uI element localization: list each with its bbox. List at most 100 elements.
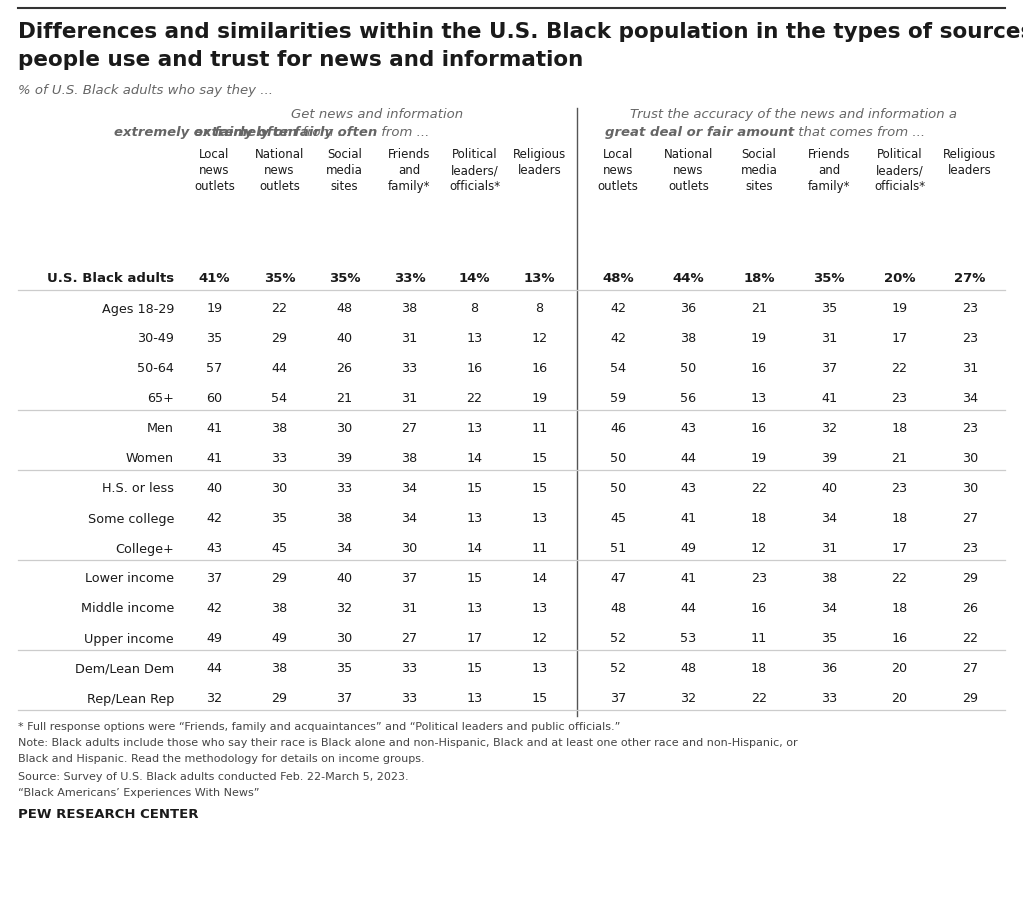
Text: 51: 51 (610, 542, 626, 556)
Text: 37: 37 (610, 693, 626, 706)
Text: 27: 27 (401, 422, 417, 436)
Text: 23: 23 (891, 392, 907, 406)
Text: 19: 19 (531, 392, 547, 406)
Text: 14: 14 (531, 573, 547, 586)
Text: 29: 29 (271, 332, 287, 346)
Text: 42: 42 (207, 603, 222, 616)
Text: 36: 36 (680, 302, 697, 315)
Text: 30: 30 (337, 422, 353, 436)
Text: 16: 16 (751, 422, 767, 436)
Text: 43: 43 (207, 542, 223, 556)
Text: 40: 40 (337, 573, 353, 586)
Text: 27: 27 (401, 633, 417, 646)
Text: 29: 29 (271, 573, 287, 586)
Text: 49: 49 (680, 542, 697, 556)
Text: 26: 26 (337, 362, 353, 376)
Text: 50: 50 (680, 362, 697, 376)
Text: 19: 19 (751, 332, 767, 346)
Text: 34: 34 (337, 542, 353, 556)
Text: 33: 33 (401, 663, 417, 676)
Text: 20%: 20% (884, 272, 916, 285)
Text: 16: 16 (466, 362, 483, 376)
Text: 13: 13 (531, 663, 547, 676)
Text: 57: 57 (207, 362, 223, 376)
Text: from ...: from ... (377, 126, 430, 139)
Text: 12: 12 (531, 332, 547, 346)
Text: Lower income: Lower income (85, 573, 174, 586)
Text: 11: 11 (531, 542, 547, 556)
Text: Friends
and
family*: Friends and family* (389, 148, 431, 193)
Text: 43: 43 (680, 482, 697, 496)
Text: 35%: 35% (328, 272, 360, 285)
Text: 48: 48 (680, 663, 697, 676)
Text: 22: 22 (751, 482, 767, 496)
Text: 50: 50 (610, 452, 626, 466)
Text: 50: 50 (610, 482, 626, 496)
Text: 45: 45 (271, 542, 287, 556)
Text: 18: 18 (751, 663, 767, 676)
Text: 37: 37 (337, 693, 353, 706)
Text: 23: 23 (962, 332, 978, 346)
Text: that comes from ...: that comes from ... (794, 126, 925, 139)
Text: 41: 41 (680, 573, 697, 586)
Text: 33: 33 (337, 482, 353, 496)
Text: 30: 30 (337, 633, 353, 646)
Text: 38: 38 (271, 422, 287, 436)
Text: 22: 22 (466, 392, 483, 406)
Text: 14: 14 (466, 452, 483, 466)
Text: 32: 32 (680, 693, 697, 706)
Text: Friends
and
family*: Friends and family* (808, 148, 850, 193)
Text: 23: 23 (962, 542, 978, 556)
Text: 38: 38 (401, 452, 417, 466)
Text: 18: 18 (891, 512, 907, 526)
Text: 37: 37 (821, 362, 837, 376)
Text: 29: 29 (962, 573, 978, 586)
Text: 18: 18 (891, 422, 907, 436)
Text: 23: 23 (962, 422, 978, 436)
Text: Differences and similarities within the U.S. Black population in the types of so: Differences and similarities within the … (18, 22, 1023, 42)
Text: 11: 11 (531, 422, 547, 436)
Text: 18%: 18% (743, 272, 774, 285)
Text: 15: 15 (531, 482, 547, 496)
Text: 31: 31 (401, 392, 417, 406)
Text: 35: 35 (337, 663, 353, 676)
Text: 30: 30 (962, 452, 978, 466)
Text: 16: 16 (531, 362, 547, 376)
Text: 31: 31 (401, 332, 417, 346)
Text: 33: 33 (821, 693, 837, 706)
Text: 30-49: 30-49 (137, 332, 174, 346)
Text: 34: 34 (401, 482, 417, 496)
Text: 41: 41 (207, 422, 223, 436)
Text: 30: 30 (271, 482, 287, 496)
Text: 23: 23 (891, 482, 907, 496)
Text: U.S. Black adults: U.S. Black adults (47, 272, 174, 285)
Text: 21: 21 (891, 452, 907, 466)
Text: 40: 40 (207, 482, 223, 496)
Text: 44: 44 (680, 603, 697, 616)
Text: 38: 38 (401, 302, 417, 315)
Text: 49: 49 (207, 633, 222, 646)
Text: 15: 15 (466, 573, 483, 586)
Text: 19: 19 (751, 452, 767, 466)
Text: 35: 35 (821, 633, 837, 646)
Text: 13: 13 (466, 603, 483, 616)
Text: * Full response options were “Friends, family and acquaintances” and “Political : * Full response options were “Friends, f… (18, 722, 620, 732)
Text: extremely or fairly often: extremely or fairly often (193, 126, 377, 139)
Text: 15: 15 (466, 663, 483, 676)
Text: 42: 42 (207, 512, 222, 526)
Text: 46: 46 (610, 422, 626, 436)
Text: 8: 8 (471, 302, 479, 315)
Text: 32: 32 (337, 603, 353, 616)
Text: 23: 23 (751, 573, 767, 586)
Text: 60: 60 (207, 392, 223, 406)
Text: 31: 31 (821, 332, 837, 346)
Text: 20: 20 (891, 693, 907, 706)
Text: 13: 13 (466, 693, 483, 706)
Text: 65+: 65+ (147, 392, 174, 406)
Text: Some college: Some college (88, 512, 174, 526)
Text: 13: 13 (466, 422, 483, 436)
Text: 12: 12 (531, 633, 547, 646)
Text: 43: 43 (680, 422, 697, 436)
Text: Black and Hispanic. Read the methodology for details on income groups.: Black and Hispanic. Read the methodology… (18, 754, 425, 764)
Text: 13: 13 (751, 392, 767, 406)
